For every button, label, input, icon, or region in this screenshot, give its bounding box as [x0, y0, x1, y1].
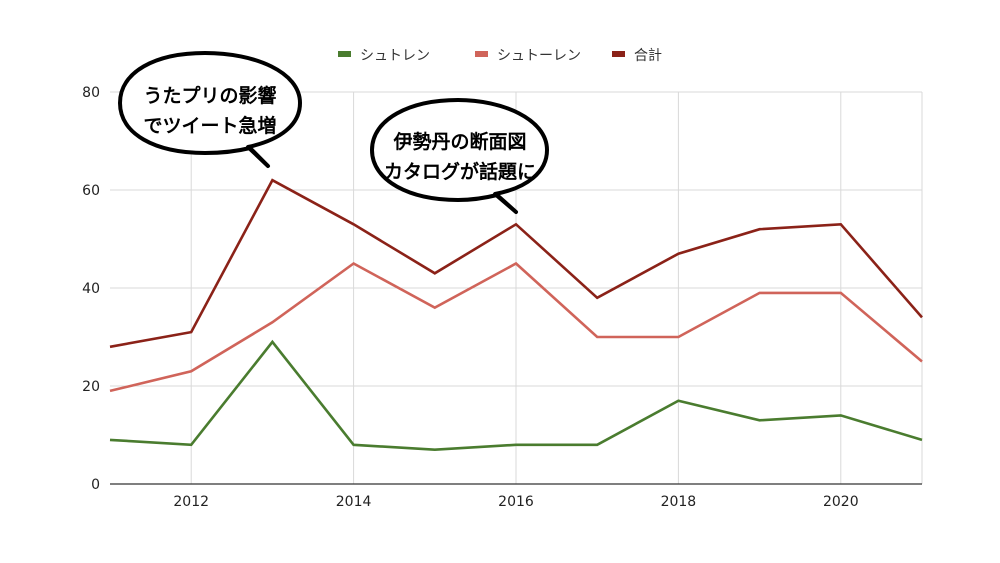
- y-tick-label: 0: [91, 477, 100, 493]
- series-line-1: [109, 261, 923, 393]
- annotation-bubble-1: うたプリの影響 でツイート急増: [118, 51, 302, 168]
- legend: シュトレン シュトーレン 合計: [338, 48, 662, 64]
- x-tick-label: 2016: [498, 494, 534, 510]
- x-tick-label: 2020: [823, 494, 859, 510]
- series-line-0: [109, 339, 923, 452]
- series-line-2: [109, 178, 923, 349]
- annotation-2-line-2: カタログが話題に: [384, 160, 536, 183]
- annotation-bubble-2-shape: [370, 98, 549, 214]
- annotation-bubble-2: 伊勢丹の断面図 カタログが話題に: [370, 98, 549, 214]
- y-tick-labels: 0 20 40 60 80: [82, 85, 100, 493]
- x-tick-label: 2014: [336, 494, 372, 510]
- y-tick-label: 20: [82, 379, 100, 395]
- y-tick-label: 40: [82, 281, 100, 297]
- annotation-1-line-2: でツイート急増: [143, 114, 276, 137]
- legend-swatch-2: [612, 51, 625, 57]
- legend-label-0: シュトレン: [360, 48, 430, 64]
- legend-label-1: シュトーレン: [497, 48, 581, 64]
- annotation-2-line-1: 伊勢丹の断面図: [392, 130, 526, 153]
- x-tick-label: 2012: [173, 494, 209, 510]
- legend-label-2: 合計: [634, 48, 662, 64]
- legend-swatch-0: [338, 51, 351, 57]
- legend-swatch-1: [475, 51, 488, 57]
- annotation-1-line-1: うたプリの影響: [143, 84, 276, 107]
- y-tick-label: 60: [82, 183, 100, 199]
- y-tick-label: 80: [82, 85, 100, 101]
- series-lines: [109, 178, 923, 452]
- x-tick-labels: 2012 2014 2016 2018 2020: [173, 494, 858, 510]
- annotation-bubble-1-shape: [118, 51, 302, 168]
- x-tick-label: 2018: [661, 494, 697, 510]
